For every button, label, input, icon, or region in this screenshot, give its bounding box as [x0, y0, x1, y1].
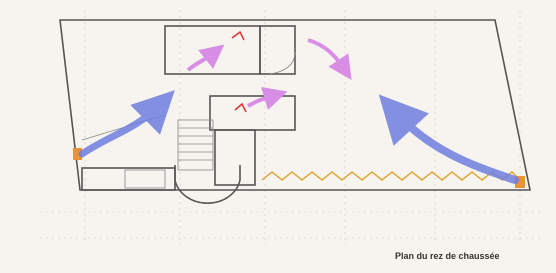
- background: [0, 0, 556, 273]
- caption: Plan du rez de chaussée: [395, 251, 500, 261]
- floor-plan: Plan du rez de chaussée: [0, 0, 556, 273]
